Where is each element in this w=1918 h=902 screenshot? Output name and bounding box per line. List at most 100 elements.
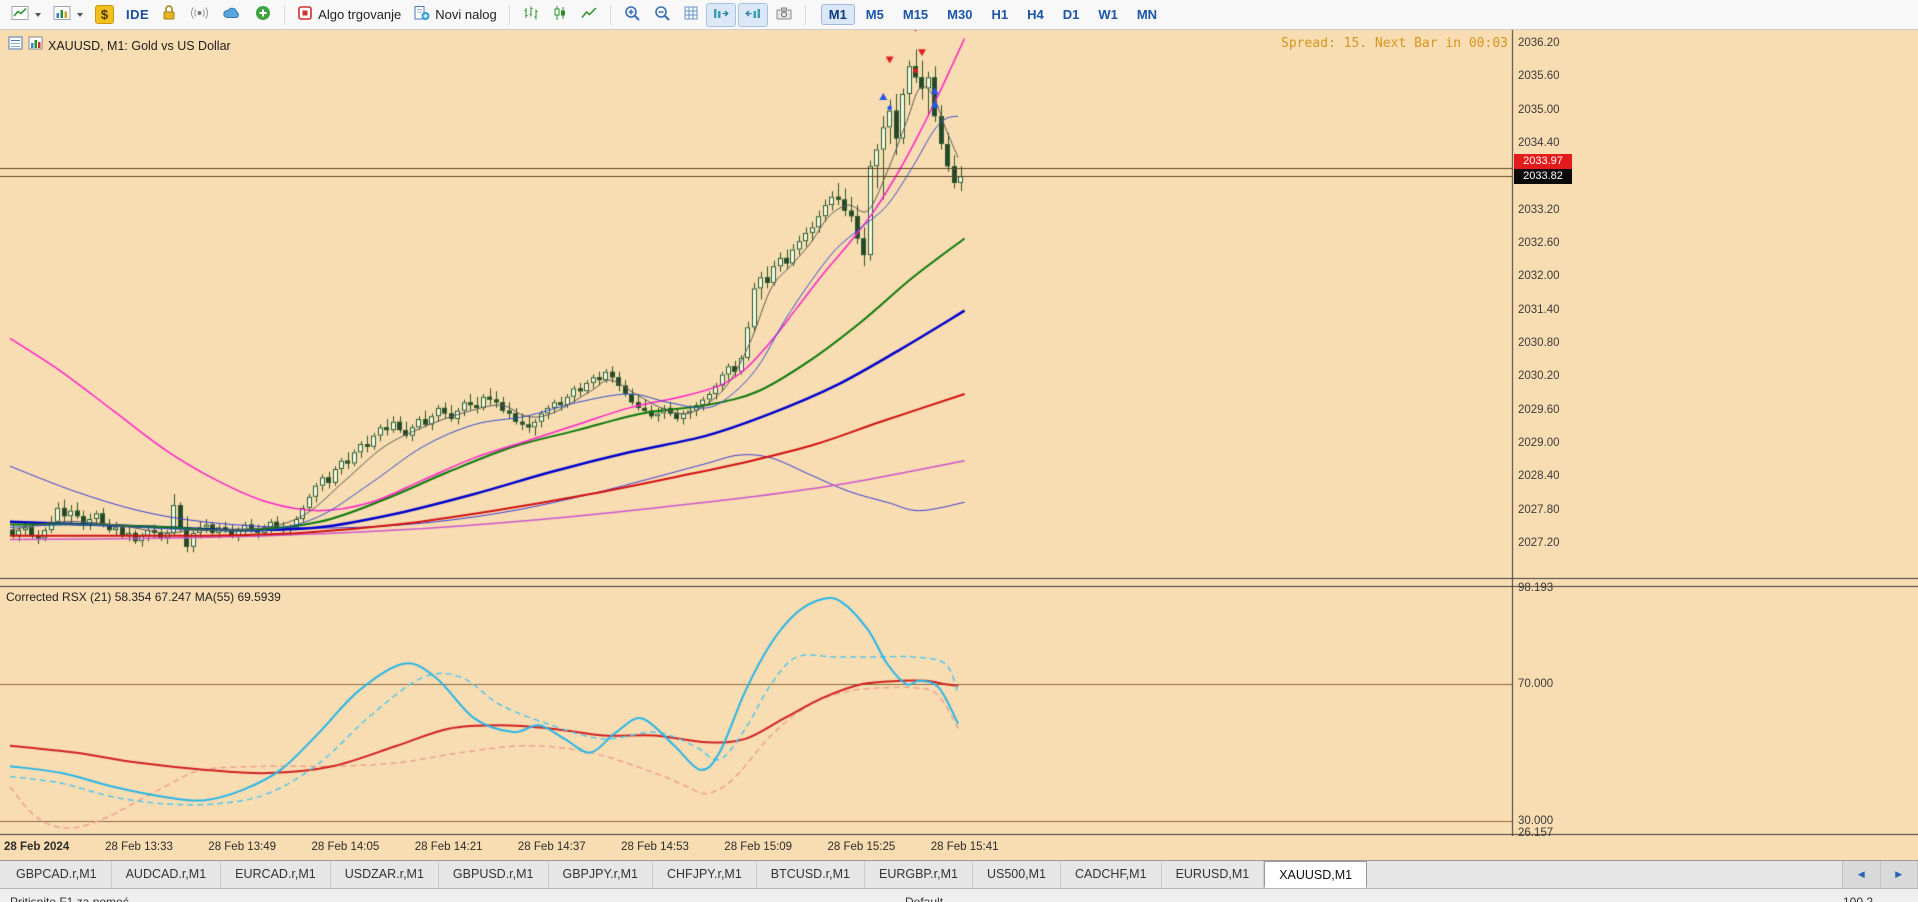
lock-icon — [161, 4, 177, 25]
price-tick-label: 2033.20 — [1518, 203, 1560, 216]
time-axis-label: 28 Feb 14:37 — [517, 841, 586, 853]
chart-tab-bar: GBPCAD.r,M1 AUDCAD.r,M1 EURCAD.r,M1 USDZAR.… — [0, 860, 1918, 888]
time-axis-label: 28 Feb 14:53 — [621, 841, 689, 853]
price-tick-label: 2036.20 — [1518, 37, 1560, 49]
tab-gbpjpy-r-m1[interactable]: GBPJPY.r,M1 — [549, 861, 653, 888]
algo-trading-icon — [297, 5, 313, 24]
zoom-out-icon — [653, 4, 671, 25]
cloud-button[interactable] — [217, 3, 247, 27]
market-watch-button[interactable]: $ — [90, 3, 119, 27]
line-style-button[interactable] — [575, 3, 603, 27]
chevron-down-icon — [77, 12, 83, 17]
candlestick-icon — [552, 5, 568, 24]
broadcast-button[interactable] — [184, 3, 215, 27]
spread-countdown-text: Spread: 15. Next Bar in 00:03 — [1281, 36, 1508, 51]
ide-button[interactable]: IDE — [121, 3, 154, 27]
timeframe-m1[interactable]: M1 — [820, 4, 855, 25]
tab-scroll-controls: ◀ ▶ — [1842, 861, 1918, 888]
timeframe-m15[interactable]: M15 — [902, 7, 929, 22]
chart-profile-dropdown-button[interactable] — [48, 3, 88, 27]
bid-price-box: 2033.82 — [1514, 169, 1572, 184]
tab-eurcad-r-m1[interactable]: EURCAD.r,M1 — [221, 861, 331, 888]
tabs-scroll-left-button[interactable]: ◀ — [1843, 861, 1881, 888]
price-tick-label: 2030.80 — [1518, 337, 1560, 349]
arrow-left-icon: ◀ — [1857, 869, 1865, 879]
time-axis[interactable]: 28 Feb 2024 28 Feb 13:33 28 Feb 13:49 28 Fe… — [0, 836, 1918, 860]
algo-trading-button[interactable]: Algo trgovanje — [292, 3, 406, 27]
timeframe-m5[interactable]: M5 — [865, 7, 884, 22]
grid-icon — [683, 5, 699, 24]
screenshot-button[interactable] — [770, 3, 798, 27]
price-tick-label: 2031.40 — [1518, 303, 1560, 316]
time-axis-label: 28 Feb 15:41 — [930, 841, 999, 853]
timeframe-h1[interactable]: H1 — [991, 7, 1009, 22]
chart-tabs-list: GBPCAD.r,M1 AUDCAD.r,M1 EURCAD.r,M1 USDZAR.… — [0, 861, 1842, 888]
toolbar-separator — [284, 4, 286, 25]
chart-window: XAUUSD, M1: Gold vs US Dollar Spread: 15… — [0, 30, 1918, 839]
price-tick-label: 2030.20 — [1518, 370, 1560, 383]
time-axis-label: 28 Feb 2024 — [4, 841, 70, 853]
time-axis-label: 28 Feb 13:33 — [105, 841, 173, 853]
tab-audcad-r-m1[interactable]: AUDCAD.r,M1 — [112, 861, 222, 888]
dollar-icon: $ — [95, 5, 114, 24]
timeframe-m30[interactable]: M30 — [947, 7, 973, 22]
tab-xauusd-m1[interactable]: XAUUSD,M1 — [1264, 861, 1368, 888]
timeframe-mn[interactable]: MN — [1136, 7, 1158, 22]
auto-scroll-button[interactable] — [737, 2, 768, 27]
price-tick-label: 2029.60 — [1518, 403, 1560, 416]
arrow-right-icon: ▶ — [1895, 869, 1903, 879]
time-axis-label: 28 Feb 14:21 — [414, 841, 483, 853]
indicator-label: Corrected RSX (21) 58.354 67.247 MA(55) … — [6, 590, 281, 604]
status-help-text: Pritisnite F1 za pomoć — [10, 895, 129, 902]
new-order-button[interactable]: Novi nalog — [408, 3, 501, 27]
tab-eurgbp-r-m1[interactable]: EURGBP.r,M1 — [865, 861, 973, 888]
tab-eurusd-m1[interactable]: EURUSD,M1 — [1162, 861, 1265, 888]
indicator-tick-label: 98.193 — [1518, 582, 1554, 594]
ohlc-bars-icon — [522, 5, 540, 24]
status-bar: Pritisnite F1 za pomoć Default 100.2 — [0, 888, 1918, 902]
indicator-tick-label: 70.000 — [1518, 678, 1554, 691]
chart-style-dropdown-button[interactable] — [6, 3, 46, 27]
price-tick-label: 2032.60 — [1518, 237, 1560, 249]
candles-style-button[interactable] — [547, 3, 573, 27]
status-right-text: 100.2 — [1843, 895, 1874, 902]
ask-price-box: 2033.97 — [1514, 154, 1572, 169]
ide-label: IDE — [126, 7, 150, 22]
chart-title-row: XAUUSD, M1: Gold vs US Dollar — [8, 36, 231, 55]
shift-right-icon — [712, 5, 730, 24]
tabs-scroll-right-button[interactable]: ▶ — [1881, 861, 1918, 888]
signal-icon — [189, 4, 210, 25]
line-chart-icon — [11, 4, 29, 25]
zoom-in-icon — [623, 4, 641, 25]
chart-canvas[interactable] — [0, 30, 1918, 836]
new-order-icon — [413, 5, 430, 24]
timeframe-w1[interactable]: W1 — [1098, 7, 1118, 22]
timeframe-h4[interactable]: H4 — [1027, 7, 1044, 22]
status-profile-text: Default — [905, 895, 944, 902]
timeframe-d1[interactable]: D1 — [1062, 7, 1080, 22]
cloud-icon — [222, 4, 242, 25]
price-tick-label: 2035.00 — [1518, 103, 1560, 116]
time-axis-label: 28 Feb 14:05 — [311, 841, 380, 853]
grid-button[interactable] — [678, 3, 704, 27]
zigzag-line-icon — [580, 5, 598, 24]
tab-usdzar-r-m1[interactable]: USDZAR.r,M1 — [331, 861, 439, 888]
tab-gbpusd-r-m1[interactable]: GBPUSD.r,M1 — [439, 861, 549, 888]
tab-cadchf-m1[interactable]: CADCHF,M1 — [1061, 861, 1162, 888]
chevron-down-icon — [35, 12, 41, 17]
community-button[interactable] — [249, 3, 277, 27]
tab-gbpcad-r-m1[interactable]: GBPCAD.r,M1 — [2, 861, 112, 888]
lock-button[interactable] — [156, 3, 182, 27]
tab-chfjpy-r-m1[interactable]: CHFJPY.r,M1 — [653, 861, 757, 888]
camera-icon — [775, 5, 793, 24]
tab-us500-m1[interactable]: US500,M1 — [973, 861, 1062, 888]
zoom-in-button[interactable] — [618, 3, 646, 27]
price-tick-label: 2034.40 — [1518, 137, 1560, 149]
new-order-label: Novi nalog — [435, 7, 497, 22]
tab-btcusd-r-m1[interactable]: BTCUSD.r,M1 — [757, 861, 865, 888]
main-toolbar: $ IDE Al — [0, 0, 1918, 30]
chart-shift-button[interactable] — [705, 2, 736, 27]
zoom-out-button[interactable] — [648, 3, 676, 27]
bars-style-button[interactable] — [517, 3, 545, 27]
